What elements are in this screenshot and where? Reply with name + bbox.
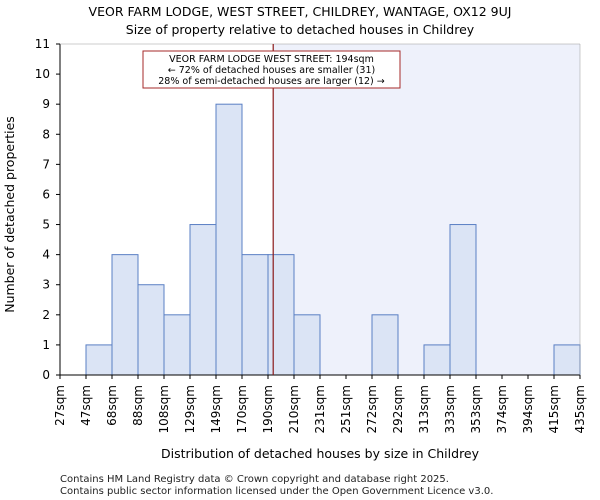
x-tick-label-231sqm: 231sqm	[313, 385, 327, 433]
annotation-line-3: 28% of semi-detached houses are larger (…	[158, 76, 385, 87]
y-tick-label-4: 4	[42, 248, 50, 262]
bar-149sqm	[215, 103, 243, 376]
x-tick-label-149sqm: 149sqm	[209, 385, 223, 433]
x-tick-label-353sqm: 353sqm	[469, 385, 483, 433]
x-tick-label-47sqm: 47sqm	[79, 385, 93, 426]
chart-title: VEOR FARM LODGE, WEST STREET, CHILDREY, …	[88, 4, 512, 19]
annotation-line-1: VEOR FARM LODGE WEST STREET: 194sqm	[169, 54, 374, 65]
x-tick-label-170sqm: 170sqm	[235, 385, 249, 433]
y-tick-label-8: 8	[42, 127, 50, 141]
annotation-box	[142, 50, 401, 89]
x-tick-label-68sqm: 68sqm	[105, 385, 119, 426]
y-tick-label-2: 2	[42, 308, 50, 322]
bar-129sqm	[189, 224, 217, 376]
highlight-region	[273, 44, 580, 375]
bar-68sqm	[111, 254, 139, 376]
bar-47sqm	[85, 344, 113, 376]
y-tick-label-3: 3	[42, 278, 50, 292]
x-tick-label-27sqm: 27sqm	[53, 385, 67, 426]
bar-190sqm	[267, 254, 295, 376]
x-tick-label-435sqm: 435sqm	[573, 385, 587, 433]
x-tick-label-129sqm: 129sqm	[183, 385, 197, 433]
y-tick-label-9: 9	[42, 97, 50, 111]
y-tick-label-1: 1	[42, 338, 50, 352]
y-tick-label-7: 7	[42, 157, 50, 171]
footer-line-2: Contains public sector information licen…	[60, 486, 494, 497]
x-tick-label-394sqm: 394sqm	[521, 385, 535, 433]
x-tick-label-210sqm: 210sqm	[287, 385, 301, 433]
x-tick-label-292sqm: 292sqm	[391, 385, 405, 433]
x-tick-label-415sqm: 415sqm	[547, 385, 561, 433]
x-tick-label-190sqm: 190sqm	[261, 385, 275, 433]
x-tick-label-333sqm: 333sqm	[443, 385, 457, 433]
x-axis-title: Distribution of detached houses by size …	[161, 446, 480, 461]
y-tick-label-5: 5	[42, 218, 50, 232]
annotation-line-2: ← 72% of detached houses are smaller (31…	[168, 65, 375, 76]
bar-333sqm	[449, 224, 477, 376]
y-tick-label-10: 10	[35, 67, 50, 81]
bar-108sqm	[163, 314, 191, 376]
x-tick-label-108sqm: 108sqm	[157, 385, 171, 433]
chart-subtitle: Size of property relative to detached ho…	[125, 22, 475, 37]
x-tick-label-313sqm: 313sqm	[417, 385, 431, 433]
footer-line-1: Contains HM Land Registry data © Crown c…	[60, 474, 449, 485]
bar-170sqm	[241, 254, 269, 376]
bar-272sqm	[371, 314, 399, 376]
x-tick-label-88sqm: 88sqm	[131, 385, 145, 426]
x-tick-label-251sqm: 251sqm	[339, 385, 353, 433]
bar-88sqm	[137, 284, 165, 376]
x-tick-label-272sqm: 272sqm	[365, 385, 379, 433]
bar-313sqm	[423, 344, 451, 376]
y-tick-label-11: 11	[35, 37, 50, 51]
y-tick-label-6: 6	[42, 187, 50, 201]
bar-210sqm	[293, 314, 321, 376]
y-tick-label-0: 0	[42, 368, 50, 382]
y-axis-title: Number of detached properties	[2, 116, 17, 313]
bar-415sqm	[553, 344, 581, 376]
x-tick-label-374sqm: 374sqm	[495, 385, 509, 433]
